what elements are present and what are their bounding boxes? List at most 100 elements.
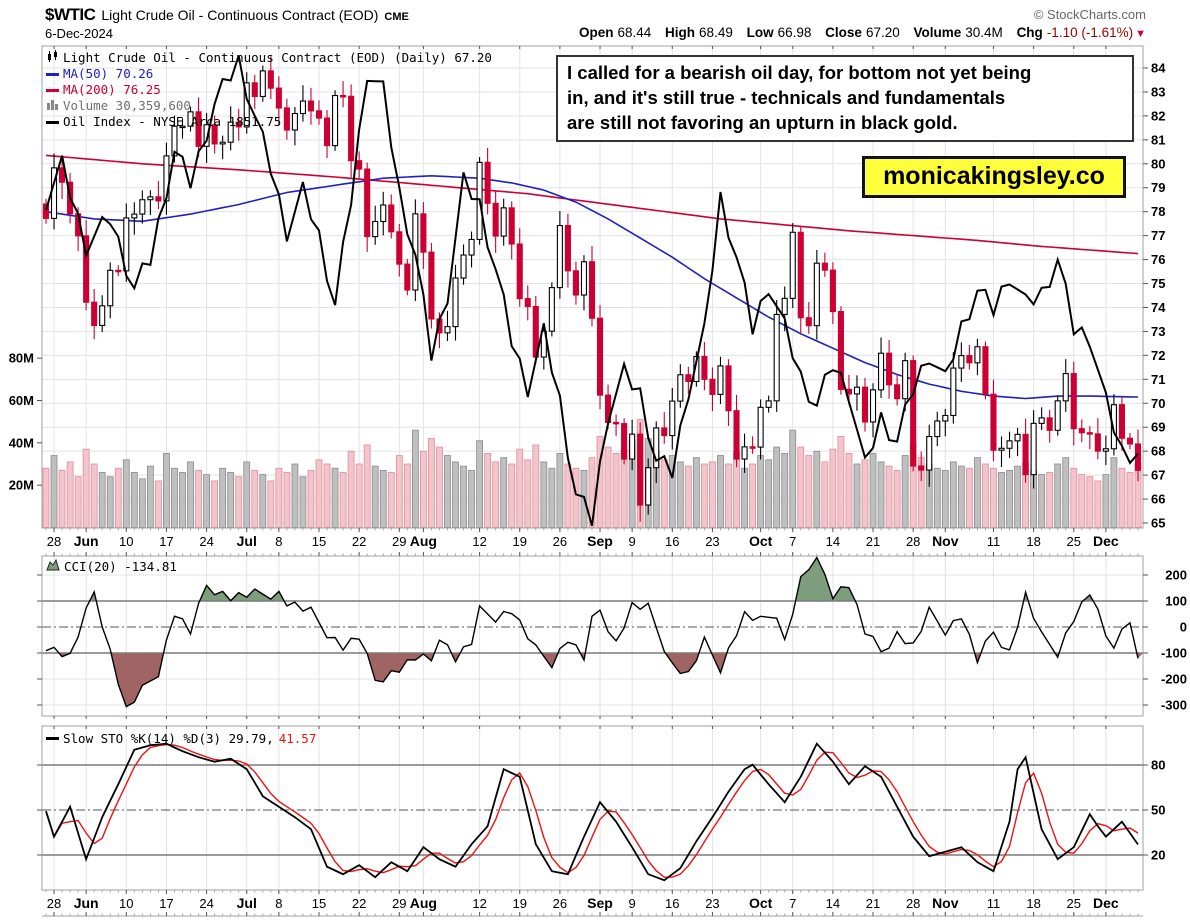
open-value: 68.44 xyxy=(617,25,652,40)
svg-text:81: 81 xyxy=(1151,132,1165,147)
svg-text:72: 72 xyxy=(1151,348,1165,363)
legend-ma200-text: MA(200) 76.25 xyxy=(63,82,161,97)
volume-value: 30.4M xyxy=(965,25,1003,40)
svg-text:73: 73 xyxy=(1151,324,1165,339)
svg-text:24: 24 xyxy=(199,534,213,549)
svg-text:14: 14 xyxy=(826,896,840,911)
svg-text:Dec: Dec xyxy=(1093,895,1119,911)
close-label: Close xyxy=(825,25,862,40)
svg-text:9: 9 xyxy=(629,896,636,911)
svg-text:200: 200 xyxy=(1165,568,1187,583)
cci-legend: CCI(20) -134.81 xyxy=(46,558,177,574)
legend-oil-index-text: Oil Index - NYSE Arca 1851.75 xyxy=(63,114,282,129)
svg-text:20M: 20M xyxy=(9,478,34,493)
svg-text:68: 68 xyxy=(1151,444,1165,459)
legend-ma50-text: MA(50) 70.26 xyxy=(63,66,154,81)
svg-text:18: 18 xyxy=(1026,534,1040,549)
svg-text:Jun: Jun xyxy=(74,895,99,911)
svg-text:22: 22 xyxy=(352,896,366,911)
svg-text:70: 70 xyxy=(1151,396,1165,411)
svg-text:66: 66 xyxy=(1151,492,1165,507)
open-label: Open xyxy=(578,25,614,40)
svg-text:9: 9 xyxy=(629,534,636,549)
svg-text:12: 12 xyxy=(472,534,486,549)
ticker-symbol: $WTIC xyxy=(45,5,96,24)
low-label: Low xyxy=(746,25,774,40)
svg-text:29: 29 xyxy=(392,896,406,911)
svg-text:10: 10 xyxy=(119,534,133,549)
instrument-title: Light Crude Oil - Continuous Contract (E… xyxy=(101,7,379,23)
svg-text:26: 26 xyxy=(553,534,567,549)
svg-text:28: 28 xyxy=(906,534,920,549)
volume-bars-icon xyxy=(46,98,59,114)
panel-borders-layer xyxy=(41,45,1144,917)
svg-text:17: 17 xyxy=(159,896,173,911)
svg-text:80M: 80M xyxy=(9,351,34,366)
svg-text:Aug: Aug xyxy=(410,895,437,911)
svg-text:10: 10 xyxy=(119,896,133,911)
svg-text:18: 18 xyxy=(1026,896,1040,911)
svg-text:28: 28 xyxy=(47,896,61,911)
svg-text:7: 7 xyxy=(789,534,796,549)
candles-layer xyxy=(42,56,1142,522)
sto-legend: Slow STO %K(14) %D(3) 29.79, 41.57 xyxy=(46,731,316,746)
svg-text:Sep: Sep xyxy=(587,895,613,911)
svg-text:14: 14 xyxy=(826,534,840,549)
svg-text:65: 65 xyxy=(1151,516,1165,531)
svg-text:26: 26 xyxy=(553,896,567,911)
svg-text:12: 12 xyxy=(472,896,486,911)
ma200-line-icon xyxy=(46,88,59,92)
svg-text:83: 83 xyxy=(1151,84,1165,99)
svg-text:11: 11 xyxy=(987,534,1001,549)
svg-text:40M: 40M xyxy=(9,435,34,450)
annotation-line-1: I called for a bearish oil day, for bott… xyxy=(567,62,1032,83)
volume-label: Volume xyxy=(913,25,962,40)
svg-text:15: 15 xyxy=(312,896,326,911)
svg-text:80: 80 xyxy=(1151,758,1165,773)
annotation-line-3: are still not favoring an upturn in blac… xyxy=(567,112,958,133)
svg-text:20: 20 xyxy=(1151,848,1165,863)
sto-legend-text-red: 41.57 xyxy=(278,731,317,746)
svg-text:Sep: Sep xyxy=(587,533,613,549)
close-value: 67.20 xyxy=(865,25,900,40)
high-label: High xyxy=(665,25,696,40)
svg-text:69: 69 xyxy=(1151,420,1165,435)
axis-labels-layer: 6566676869707172737475767778798081828384… xyxy=(9,61,1187,912)
svg-text:19: 19 xyxy=(513,896,527,911)
svg-text:67: 67 xyxy=(1151,468,1165,483)
legend-ma50-row: MA(50) 70.26 xyxy=(46,66,492,82)
svg-text:75: 75 xyxy=(1151,276,1165,291)
legend-volume-text: Volume 30,359,600 xyxy=(63,98,191,113)
svg-text:77: 77 xyxy=(1151,228,1165,243)
legend-price-text: Light Crude Oil - Continuous Contract (E… xyxy=(63,50,492,65)
chg-value: -1.10 (-1.61%) xyxy=(1046,25,1134,40)
svg-text:16: 16 xyxy=(665,896,679,911)
svg-text:0: 0 xyxy=(1180,620,1187,635)
chg-down-triangle-icon: ▼ xyxy=(1135,28,1146,40)
svg-text:-200: -200 xyxy=(1161,672,1187,687)
svg-text:21: 21 xyxy=(866,896,880,911)
svg-text:25: 25 xyxy=(1067,534,1081,549)
svg-text:22: 22 xyxy=(352,534,366,549)
svg-text:80: 80 xyxy=(1151,156,1165,171)
oil-index-line-layer xyxy=(45,55,1139,527)
svg-text:19: 19 xyxy=(513,534,527,549)
high-value: 68.49 xyxy=(699,25,733,40)
candlestick-icon xyxy=(46,49,59,67)
svg-text:78: 78 xyxy=(1151,204,1165,219)
svg-text:84: 84 xyxy=(1151,61,1166,76)
svg-text:50: 50 xyxy=(1151,803,1165,818)
svg-text:Aug: Aug xyxy=(410,533,437,549)
chart-date: 6-Dec-2024 xyxy=(45,26,113,41)
legend-ma200-row: MA(200) 76.25 xyxy=(46,82,492,98)
svg-text:Nov: Nov xyxy=(932,533,959,549)
oil-index-line-icon xyxy=(46,120,59,124)
svg-text:82: 82 xyxy=(1151,108,1165,123)
svg-text:Jun: Jun xyxy=(74,533,99,549)
svg-text:17: 17 xyxy=(159,534,173,549)
svg-text:Oct: Oct xyxy=(749,533,773,549)
svg-text:Nov: Nov xyxy=(932,895,959,911)
svg-text:25: 25 xyxy=(1067,896,1081,911)
